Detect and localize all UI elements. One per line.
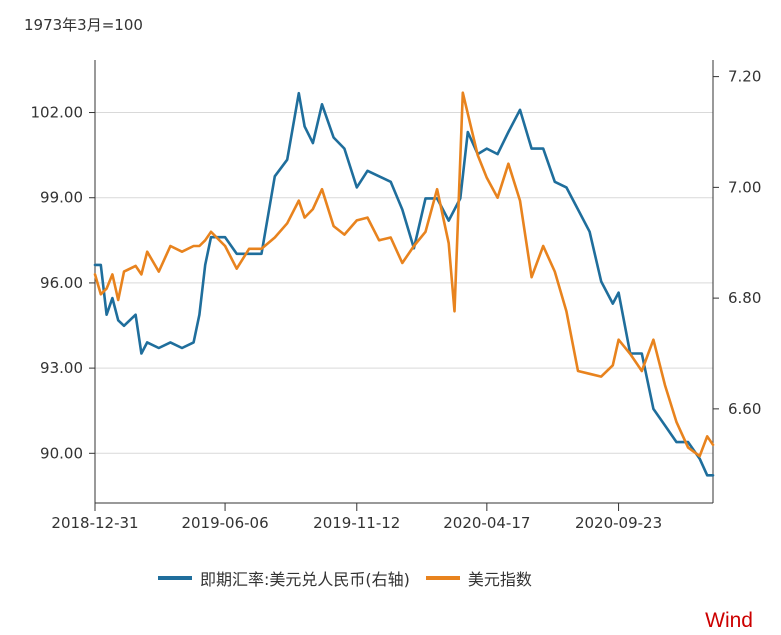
tick-label-y-right: 6.60 (728, 400, 761, 418)
tick-labels: 102.00 99.00 96.00 93.00 90.00 7.20 7.00 6.80 6.… (31, 68, 762, 532)
legend-swatch-exchange-rate (158, 576, 192, 580)
tick-label-y-right: 6.80 (728, 289, 761, 307)
tick-label-y-left: 96.00 (40, 274, 83, 292)
legend: 即期汇率:美元兑人民币(右轴) 美元指数 (158, 566, 548, 590)
tick-label-y-left: 99.00 (40, 189, 83, 207)
tick-label-y-left: 93.00 (40, 359, 83, 377)
tick-label-x: 2020-04-17 (443, 514, 530, 532)
tick-label-x: 2019-06-06 (181, 514, 268, 532)
series-lines (93, 91, 715, 477)
tick-label-x: 2020-09-23 (575, 514, 662, 532)
tick-label-y-right: 7.00 (728, 178, 761, 196)
line-chart: 102.00 99.00 96.00 93.00 90.00 7.20 7.00 6.80 6.… (31, 60, 762, 532)
tick-label-x: 2019-11-12 (313, 514, 400, 532)
tick-label-y-right: 7.20 (728, 68, 761, 86)
legend-label-dollar-index: 美元指数 (467, 570, 532, 589)
legend-swatch-dollar-index (425, 576, 460, 580)
series-line-exchange-rate (93, 91, 715, 477)
wind-watermark: Wind (705, 609, 753, 632)
gridlines (95, 112, 713, 454)
axes (89, 60, 719, 511)
legend-item-dollar-index: 美元指数 (425, 566, 532, 590)
tick-label-y-left: 102.00 (31, 104, 84, 122)
series-line-dollar-index (93, 91, 715, 458)
legend-item-exchange-rate: 即期汇率:美元兑人民币(右轴) (158, 566, 410, 590)
legend-label-exchange-rate: 即期汇率:美元兑人民币(右轴) (200, 570, 410, 589)
tick-label-x: 2018-12-31 (51, 514, 138, 532)
tick-label-y-left: 90.00 (40, 444, 83, 462)
unit-note: 1973年3月=100 (24, 16, 143, 34)
